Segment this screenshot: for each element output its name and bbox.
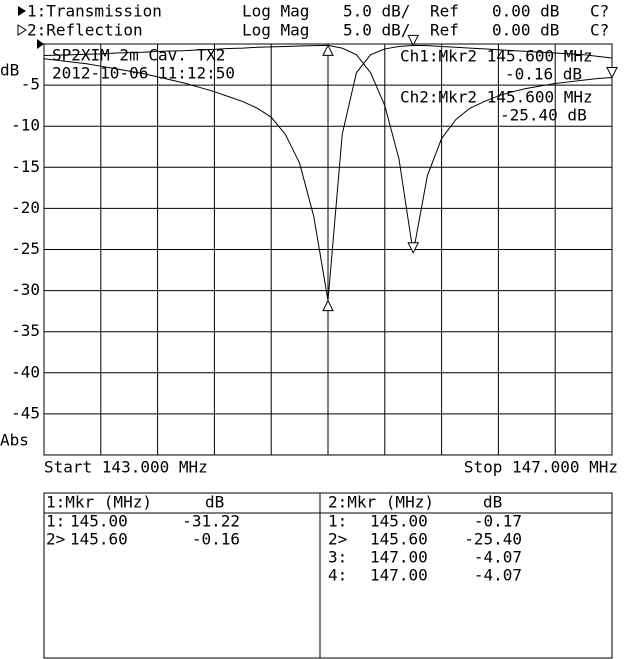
y-tick-label: -45 bbox=[11, 403, 40, 422]
marker-value: -4.07 bbox=[474, 566, 522, 585]
marker-number: 1: bbox=[46, 512, 65, 531]
channel-1-indicator bbox=[18, 6, 26, 16]
marker-value: -25.40 bbox=[464, 530, 522, 549]
header-cal: C? bbox=[590, 21, 609, 40]
marker-value: -0.17 bbox=[474, 512, 522, 531]
marker-frequency: 145.00 bbox=[370, 512, 428, 531]
channel-name: 1:Transmission bbox=[27, 2, 162, 21]
channel-2-indicator bbox=[17, 24, 27, 36]
annotation: 2012-10-06 11:12:50 bbox=[52, 64, 235, 83]
channel-name: 2:Reflection bbox=[27, 21, 143, 40]
marker-number: 2> bbox=[328, 530, 347, 549]
y-tick-label: -20 bbox=[11, 198, 40, 217]
header-scale: 5.0 dB/ bbox=[343, 21, 410, 40]
y-tick-label: -15 bbox=[11, 157, 40, 176]
marker-value: -0.16 bbox=[192, 530, 240, 549]
marker-number: 2> bbox=[46, 530, 65, 549]
y-tick-label: -40 bbox=[11, 362, 40, 381]
marker-frequency: 145.60 bbox=[70, 530, 128, 549]
marker-number: 1: bbox=[328, 512, 347, 531]
marker bbox=[606, 66, 618, 79]
header-format: Log Mag bbox=[242, 2, 309, 21]
marker-frequency: 145.60 bbox=[370, 530, 428, 549]
header-format: Log Mag bbox=[242, 21, 309, 40]
y-tick-label: -30 bbox=[11, 280, 40, 299]
header-cal: C? bbox=[590, 2, 609, 21]
annotation: Ch1:Mkr2 145.600 MHz bbox=[400, 47, 593, 66]
marker bbox=[322, 299, 334, 312]
y-tick-label: -25 bbox=[11, 239, 40, 258]
marker-value: -31.22 bbox=[182, 512, 240, 531]
marker-table-frame bbox=[43, 492, 613, 659]
ref-position bbox=[37, 39, 44, 49]
y-unit: dB bbox=[0, 61, 19, 80]
header-ref-label: Ref bbox=[430, 2, 459, 21]
marker-value: -4.07 bbox=[474, 548, 522, 567]
table-title: 1:Mkr (MHz) bbox=[46, 493, 152, 512]
header-ref: 0.00 dB bbox=[492, 21, 559, 40]
header-ref-label: Ref bbox=[430, 21, 459, 40]
y-tick-label: -5 bbox=[21, 75, 40, 94]
y-tick-label: -35 bbox=[11, 321, 40, 340]
header-scale: 5.0 dB/ bbox=[343, 2, 410, 21]
marker bbox=[407, 34, 420, 47]
start-frequency: Start 143.000 MHz bbox=[44, 458, 208, 477]
annotation: -25.40 dB bbox=[500, 106, 587, 125]
table-title: 2:Mkr (MHz) bbox=[328, 493, 434, 512]
y-tick-label: -10 bbox=[11, 116, 40, 135]
table-unit: dB bbox=[205, 493, 224, 512]
marker-frequency: 145.00 bbox=[70, 512, 128, 531]
y-mode: Abs bbox=[0, 431, 29, 450]
marker-frequency: 147.00 bbox=[370, 548, 428, 567]
marker bbox=[322, 44, 334, 56]
marker-number: 3: bbox=[328, 548, 347, 567]
marker bbox=[407, 242, 420, 254]
annotation: -0.16 dB bbox=[505, 65, 582, 84]
marker-number: 4: bbox=[328, 566, 347, 585]
table-unit: dB bbox=[483, 493, 502, 512]
header-ref: 0.00 dB bbox=[492, 2, 559, 21]
stop-frequency: Stop 147.000 MHz bbox=[464, 458, 618, 477]
marker-frequency: 147.00 bbox=[370, 566, 428, 585]
